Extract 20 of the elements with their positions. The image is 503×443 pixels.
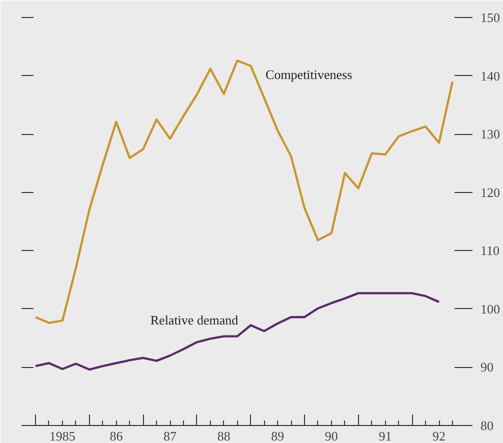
x-tick-label: 92 <box>432 428 446 443</box>
y-tick-label: 140 <box>480 68 500 84</box>
line-series <box>34 292 440 371</box>
line-series <box>34 60 454 324</box>
x-tick-label: 91 <box>378 428 392 443</box>
y-tick-label: 120 <box>480 184 500 200</box>
y-tick-label: 130 <box>480 126 500 142</box>
x-tick-label: 88 <box>217 428 230 443</box>
series-label: Relative demand <box>150 312 239 328</box>
series-label: Competitiveness <box>266 67 352 82</box>
x-tick-label: 89 <box>271 428 284 443</box>
x-tick-label: 87 <box>164 428 178 443</box>
x-tick-label: 90 <box>324 428 338 443</box>
y-tick-label: 80 <box>480 418 494 433</box>
y-tick-label: 150 <box>480 10 500 25</box>
y-tick-label: 110 <box>480 243 500 258</box>
x-tick-label: 1985 <box>49 428 76 443</box>
y-tick-label: 90 <box>480 360 494 375</box>
x-tick-label: 86 <box>110 428 124 443</box>
y-tick-label: 100 <box>480 301 500 316</box>
